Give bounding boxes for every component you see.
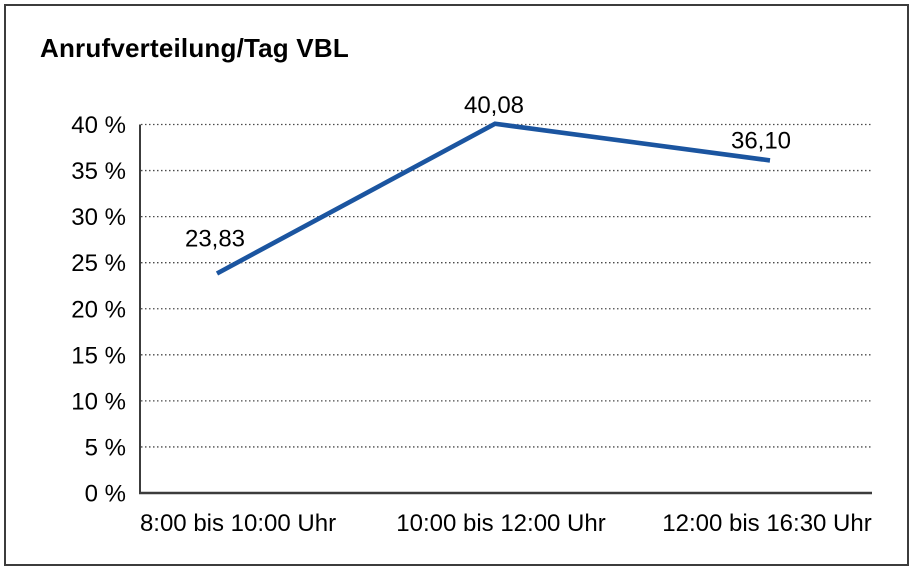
chart-title: Anrufverteilung/Tag VBL [40,33,349,63]
series-line [215,121,771,276]
x-category-label: 8:00 bis 10:00 Uhr [140,510,336,537]
y-tick-label: 35 % [71,158,126,185]
y-tick-label: 15 % [71,342,126,369]
y-tick-label: 0 % [85,481,126,508]
y-tick-label: 30 % [71,204,126,231]
data-label: 36,10 [731,127,791,154]
y-tick-label: 5 % [85,434,126,461]
x-category-label: 10:00 bis 12:00 Uhr [396,510,605,537]
y-tick-label: 40 % [71,112,126,139]
chart-frame [4,4,909,566]
data-series-line [215,121,771,276]
x-axis-labels: 8:00 bis 10:00 Uhr 10:00 bis 12:00 Uhr 12:… [140,510,872,537]
x-category-label: 12:00 bis 16:30 Uhr [662,510,871,537]
gridlines [141,123,872,448]
data-label: 40,08 [464,92,524,119]
y-tick-label: 20 % [71,296,126,323]
y-axis-labels: 0 % 5 % 10 % 15 % 20 % 25 % 30 % 35 % 40 % [71,112,126,508]
axes [139,124,872,495]
y-tick-label: 25 % [71,250,126,277]
y-tick-label: 10 % [71,388,126,415]
data-label: 23,83 [185,225,245,252]
data-labels: 23,83 40,08 36,10 [185,92,791,253]
